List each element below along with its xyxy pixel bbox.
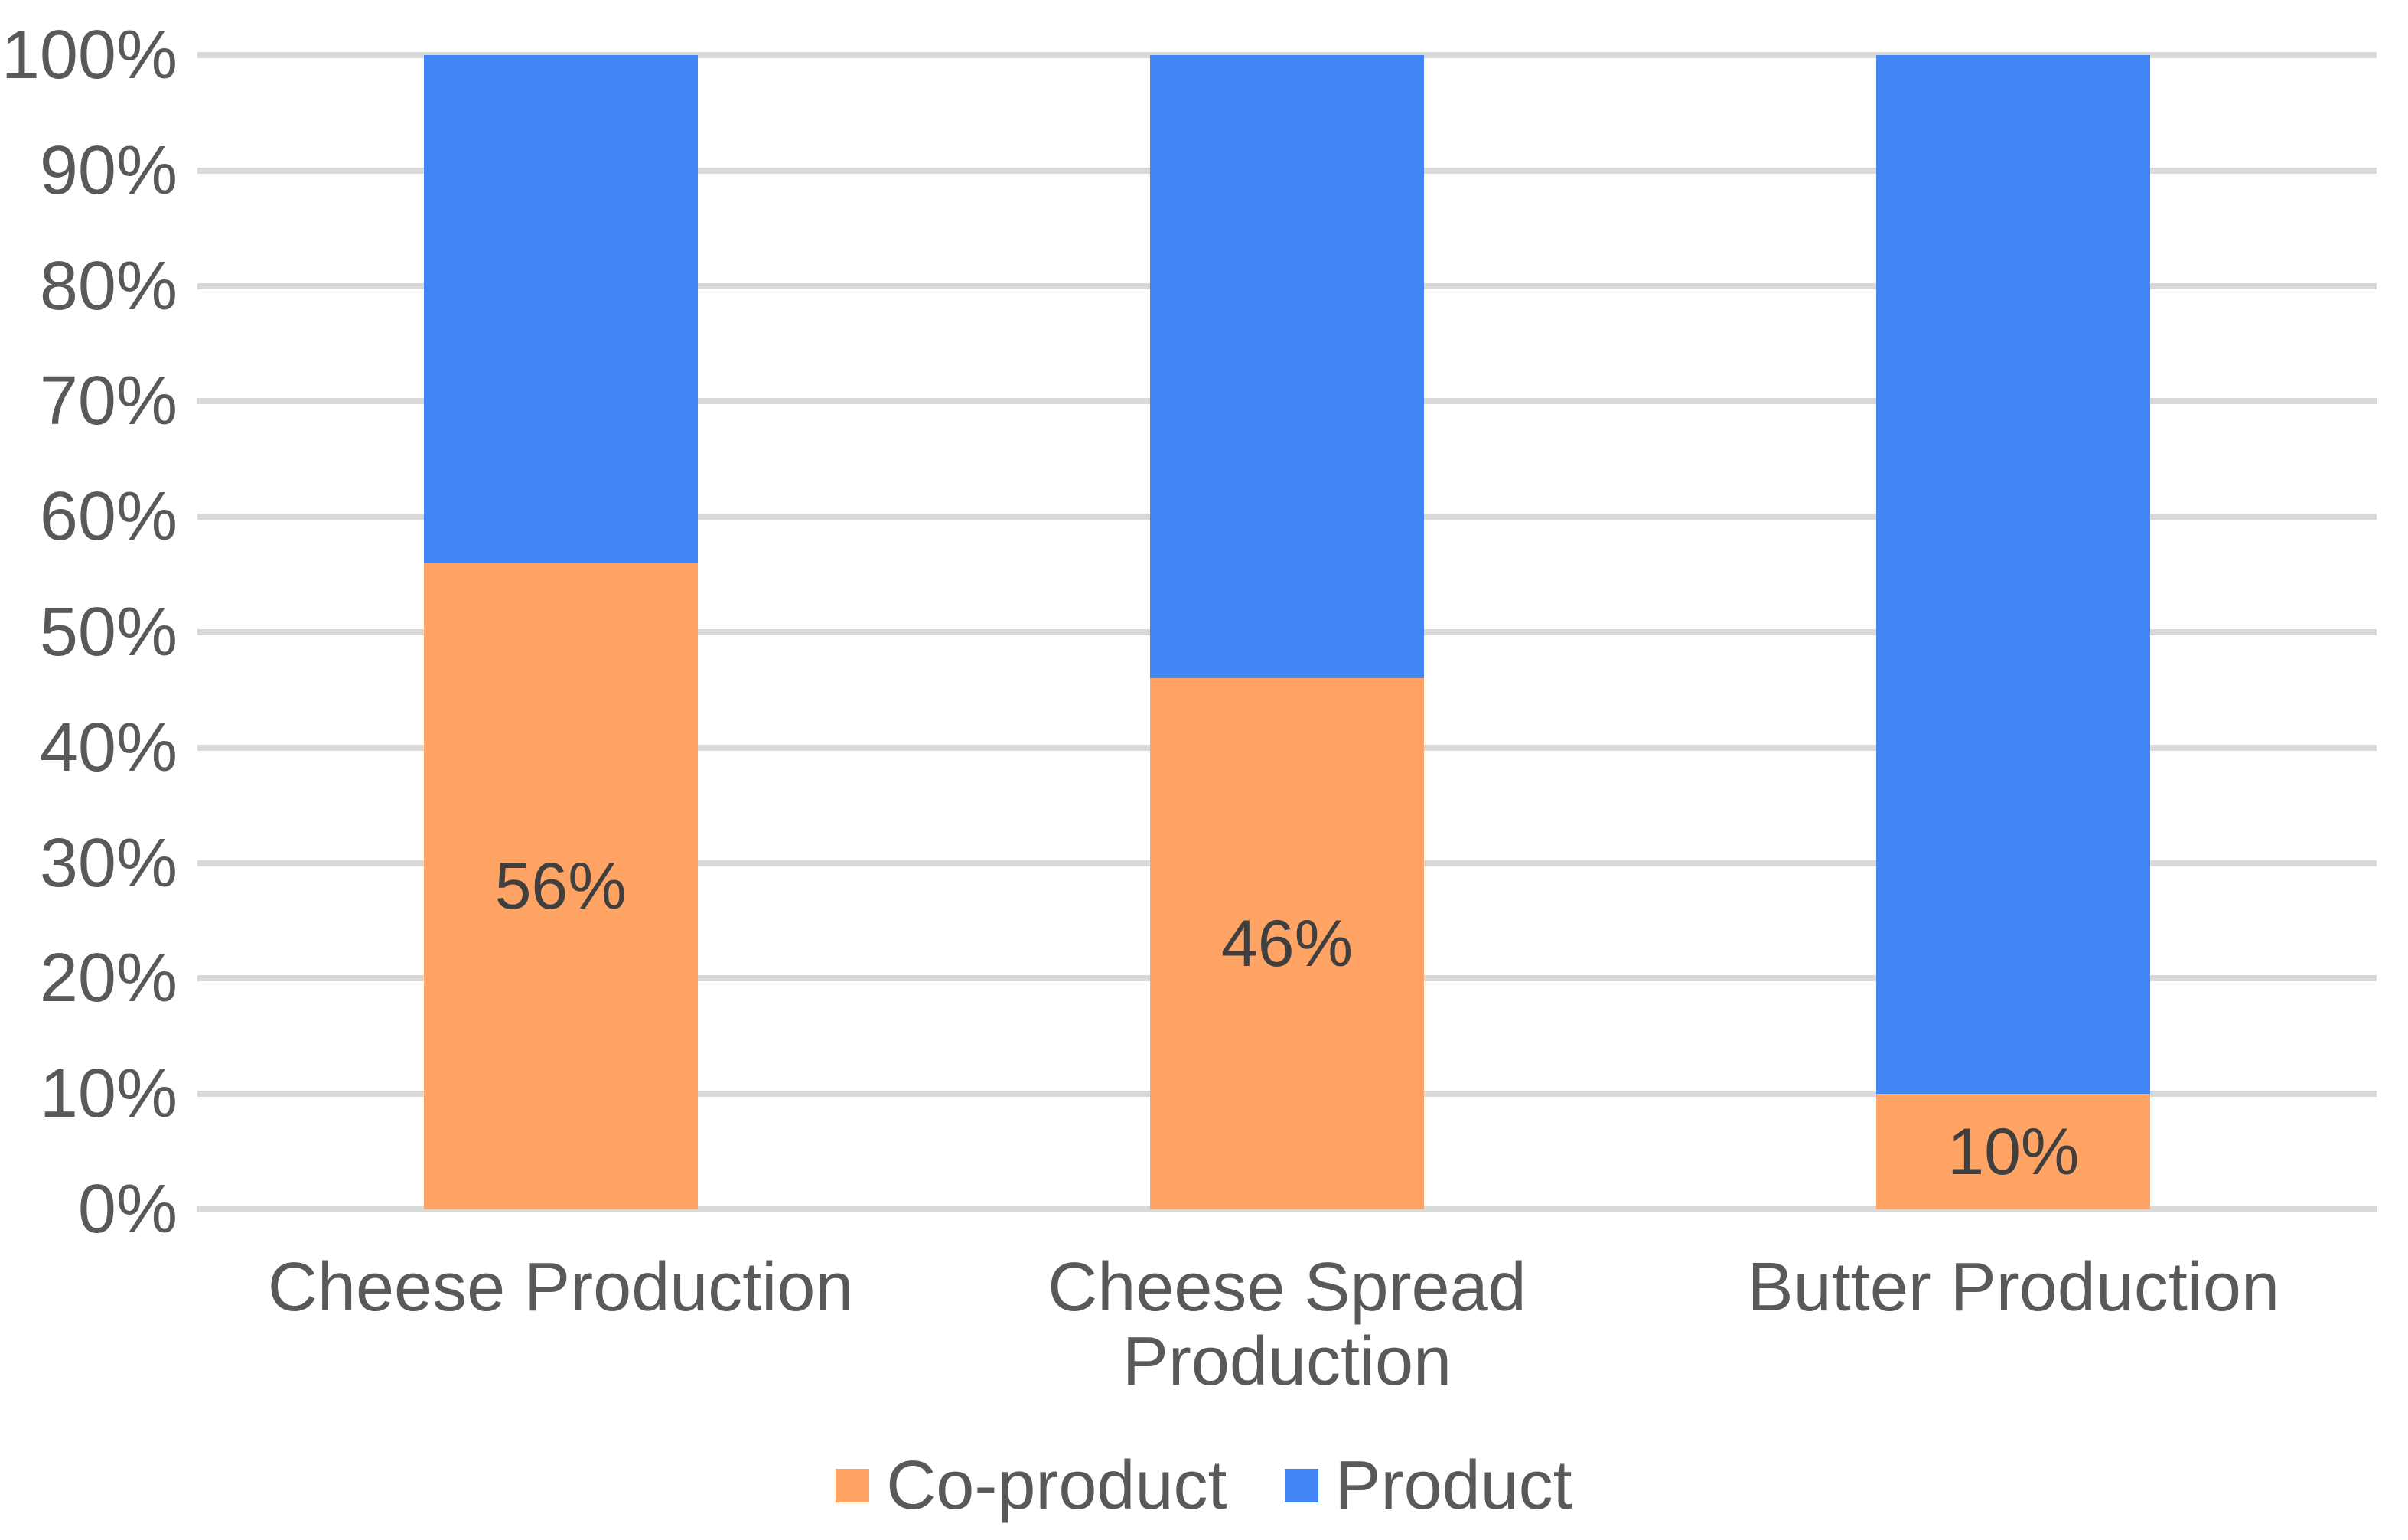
- y-axis: 0% 10% 20% 30% 40% 50% 60% 70% 80% 90% 100%: [0, 0, 178, 1540]
- x-category-label-butter-production: Butter Production: [1747, 1249, 2280, 1326]
- data-label-co-product-cheese-spread-production: 46%: [1220, 907, 1354, 981]
- legend: Co-product Product: [0, 1451, 2408, 1520]
- y-tick-label-70: 70%: [39, 363, 178, 440]
- x-category-label-cheese-production: Cheese Production: [267, 1249, 854, 1326]
- y-tick-label-10: 10%: [39, 1055, 178, 1133]
- bar-segment-product-cheese-production: [423, 55, 698, 563]
- legend-label-co-product: Co-product: [886, 1447, 1227, 1524]
- legend-item-co-product: Co-product: [836, 1451, 1227, 1520]
- y-tick-label-100: 100%: [1, 17, 178, 93]
- bar-segment-product-butter-production: [1876, 55, 2151, 1095]
- data-label-co-product-butter-production: 10%: [1947, 1114, 2080, 1189]
- y-tick-label-90: 90%: [39, 132, 178, 209]
- bar-segment-co-product-cheese-production: 56%: [423, 563, 698, 1209]
- y-tick-label-0: 0%: [77, 1171, 178, 1248]
- gridline-0: [197, 1206, 2377, 1212]
- bar-segment-co-product-cheese-spread-production: 46%: [1150, 678, 1424, 1209]
- legend-swatch-co-product: [836, 1469, 870, 1502]
- data-label-co-product-cheese-production: 56%: [494, 849, 627, 923]
- plot-area: 56% 46% 10%: [197, 52, 2377, 1212]
- y-tick-label-30: 30%: [39, 824, 178, 902]
- bar-segment-product-cheese-spread-production: [1150, 55, 1424, 679]
- bar-butter-production: 10%: [1876, 55, 2151, 1209]
- y-tick-label-80: 80%: [39, 247, 178, 325]
- bar-cheese-spread-production: 46%: [1150, 55, 1424, 1209]
- y-tick-label-40: 40%: [39, 709, 178, 786]
- legend-swatch-product: [1284, 1469, 1318, 1502]
- legend-item-product: Product: [1284, 1447, 1572, 1524]
- y-tick-label-50: 50%: [39, 594, 178, 670]
- bar-segment-co-product-butter-production: 10%: [1876, 1094, 2151, 1209]
- bar-cheese-production: 56%: [423, 55, 698, 1209]
- y-tick-label-60: 60%: [39, 478, 178, 556]
- y-tick-label-20: 20%: [39, 940, 178, 1017]
- x-category-label-cheese-spread-production: Cheese Spread Production: [1048, 1249, 1527, 1401]
- legend-label-product: Product: [1334, 1447, 1572, 1524]
- gridline-100: [197, 52, 2377, 58]
